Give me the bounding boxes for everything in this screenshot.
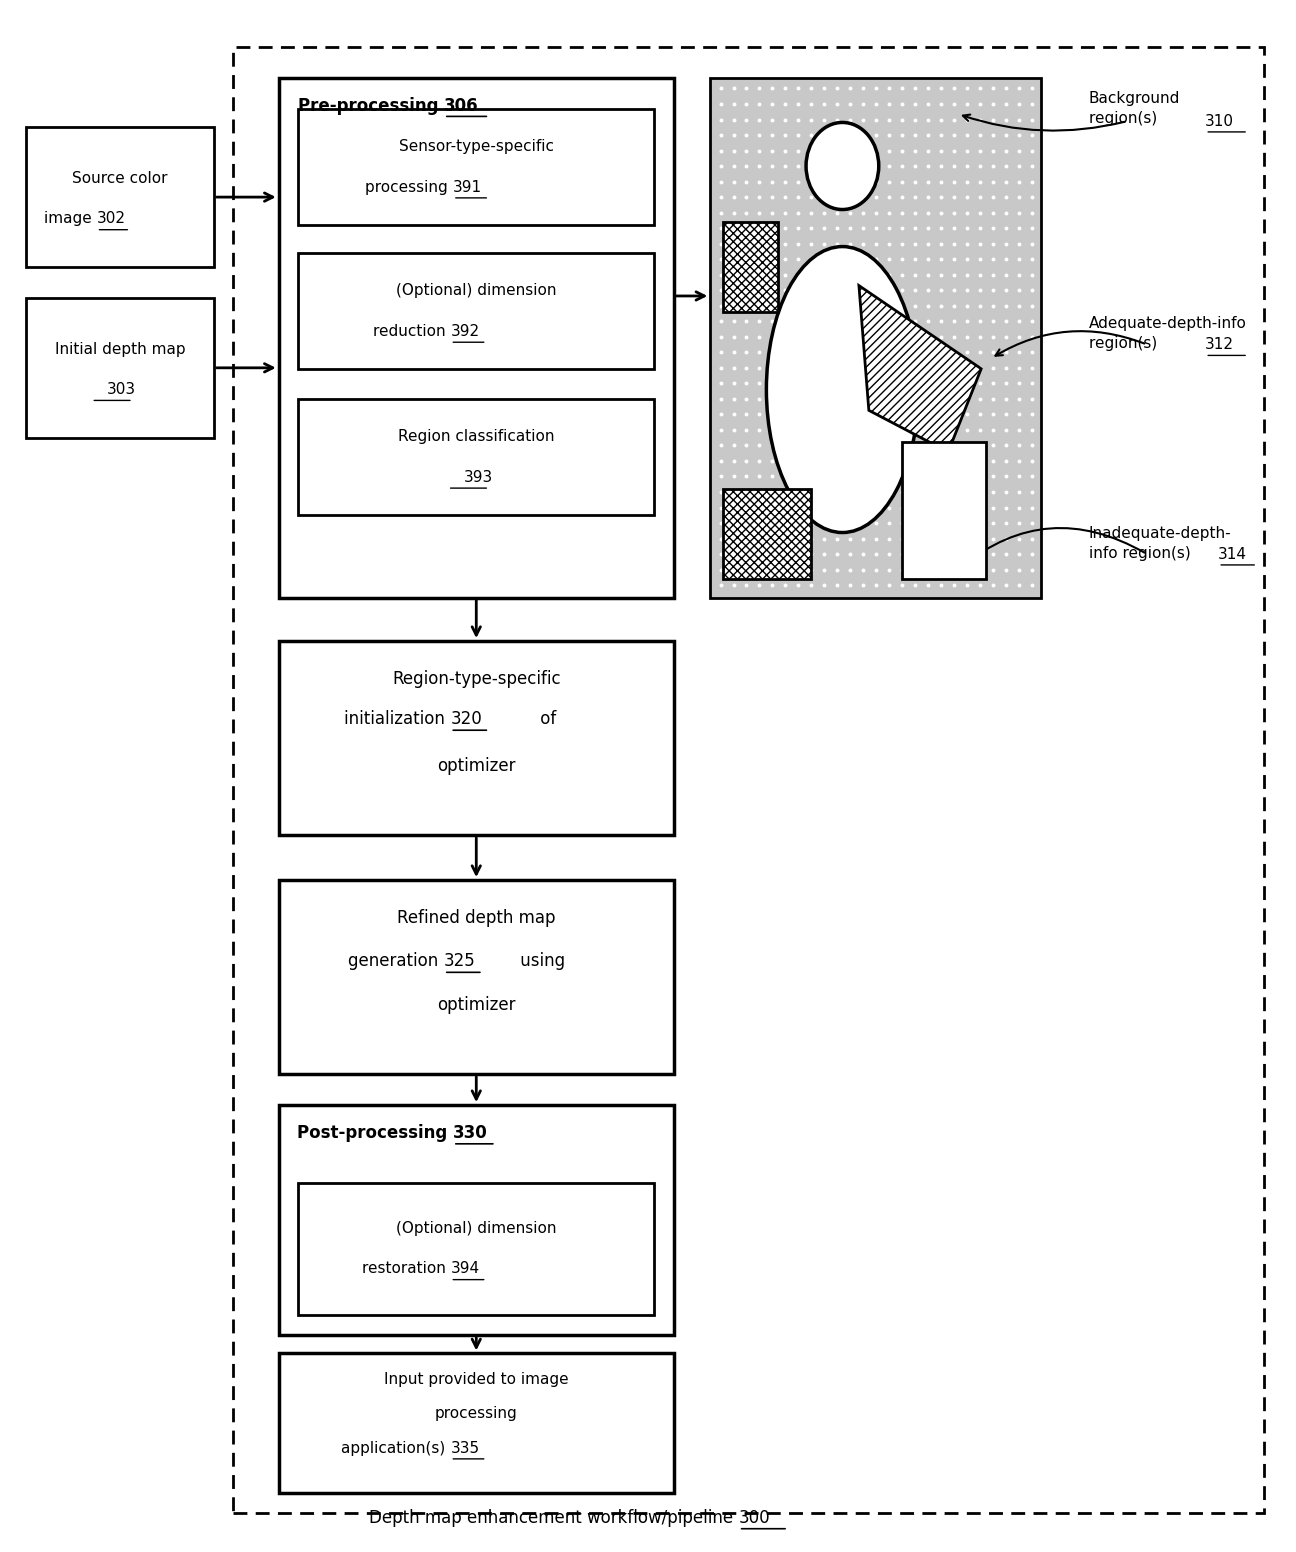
FancyBboxPatch shape xyxy=(279,1105,674,1335)
FancyBboxPatch shape xyxy=(26,298,214,438)
Text: reduction: reduction xyxy=(373,324,451,338)
Text: 391: 391 xyxy=(454,180,482,194)
Text: Background
region(s): Background region(s) xyxy=(1089,92,1181,126)
Text: of: of xyxy=(534,711,556,728)
Text: (Optional) dimension: (Optional) dimension xyxy=(397,1221,556,1235)
Text: 303: 303 xyxy=(106,382,136,397)
Text: Initial depth map: Initial depth map xyxy=(54,341,185,357)
FancyBboxPatch shape xyxy=(279,1353,674,1493)
Text: Region-type-specific: Region-type-specific xyxy=(391,670,561,688)
FancyBboxPatch shape xyxy=(279,880,674,1074)
FancyBboxPatch shape xyxy=(26,127,214,267)
FancyBboxPatch shape xyxy=(279,641,674,835)
Text: generation: generation xyxy=(349,953,443,970)
Text: 335: 335 xyxy=(450,1440,480,1456)
Circle shape xyxy=(806,123,879,210)
Text: application(s): application(s) xyxy=(341,1440,450,1456)
Text: 310: 310 xyxy=(1205,113,1234,129)
Text: Adequate-depth-info
region(s): Adequate-depth-info region(s) xyxy=(1089,317,1247,351)
Text: Inadequate-depth-
info region(s): Inadequate-depth- info region(s) xyxy=(1089,526,1231,560)
Text: Refined depth map: Refined depth map xyxy=(397,909,556,927)
FancyBboxPatch shape xyxy=(298,399,654,515)
FancyBboxPatch shape xyxy=(723,489,811,579)
Ellipse shape xyxy=(766,247,919,532)
Text: initialization: initialization xyxy=(345,711,450,728)
FancyBboxPatch shape xyxy=(710,78,1041,598)
FancyBboxPatch shape xyxy=(233,47,1264,1513)
Text: 320: 320 xyxy=(450,711,482,728)
Text: 394: 394 xyxy=(451,1262,480,1276)
Text: Pre-processing: Pre-processing xyxy=(298,96,443,115)
Text: 306: 306 xyxy=(443,96,478,115)
Text: Source color: Source color xyxy=(73,171,167,186)
FancyBboxPatch shape xyxy=(298,253,654,369)
FancyBboxPatch shape xyxy=(298,109,654,225)
Text: processing: processing xyxy=(365,180,454,194)
FancyBboxPatch shape xyxy=(902,442,986,579)
Text: Depth map enhancement workflow/pipeline: Depth map enhancement workflow/pipeline xyxy=(369,1509,739,1527)
Text: 312: 312 xyxy=(1205,337,1234,352)
Text: 314: 314 xyxy=(1218,546,1247,562)
Text: 330: 330 xyxy=(454,1124,487,1142)
Text: Region classification: Region classification xyxy=(398,430,555,444)
Text: restoration: restoration xyxy=(362,1262,451,1276)
Polygon shape xyxy=(859,286,981,452)
Text: optimizer: optimizer xyxy=(437,996,516,1013)
Text: optimizer: optimizer xyxy=(437,757,516,774)
FancyBboxPatch shape xyxy=(298,1183,654,1315)
Text: 302: 302 xyxy=(96,211,126,227)
Text: (Optional) dimension: (Optional) dimension xyxy=(397,284,556,298)
Text: 392: 392 xyxy=(451,324,480,338)
Text: Input provided to image: Input provided to image xyxy=(384,1372,569,1387)
Text: 325: 325 xyxy=(443,953,476,970)
Text: using: using xyxy=(515,953,565,970)
Text: 393: 393 xyxy=(464,470,492,484)
Text: Sensor-type-specific: Sensor-type-specific xyxy=(399,140,553,154)
FancyBboxPatch shape xyxy=(279,78,674,598)
Text: Post-processing: Post-processing xyxy=(297,1124,454,1142)
Text: image: image xyxy=(44,211,96,227)
Text: processing: processing xyxy=(435,1406,517,1422)
Text: 300: 300 xyxy=(739,1509,770,1527)
FancyBboxPatch shape xyxy=(723,222,778,312)
